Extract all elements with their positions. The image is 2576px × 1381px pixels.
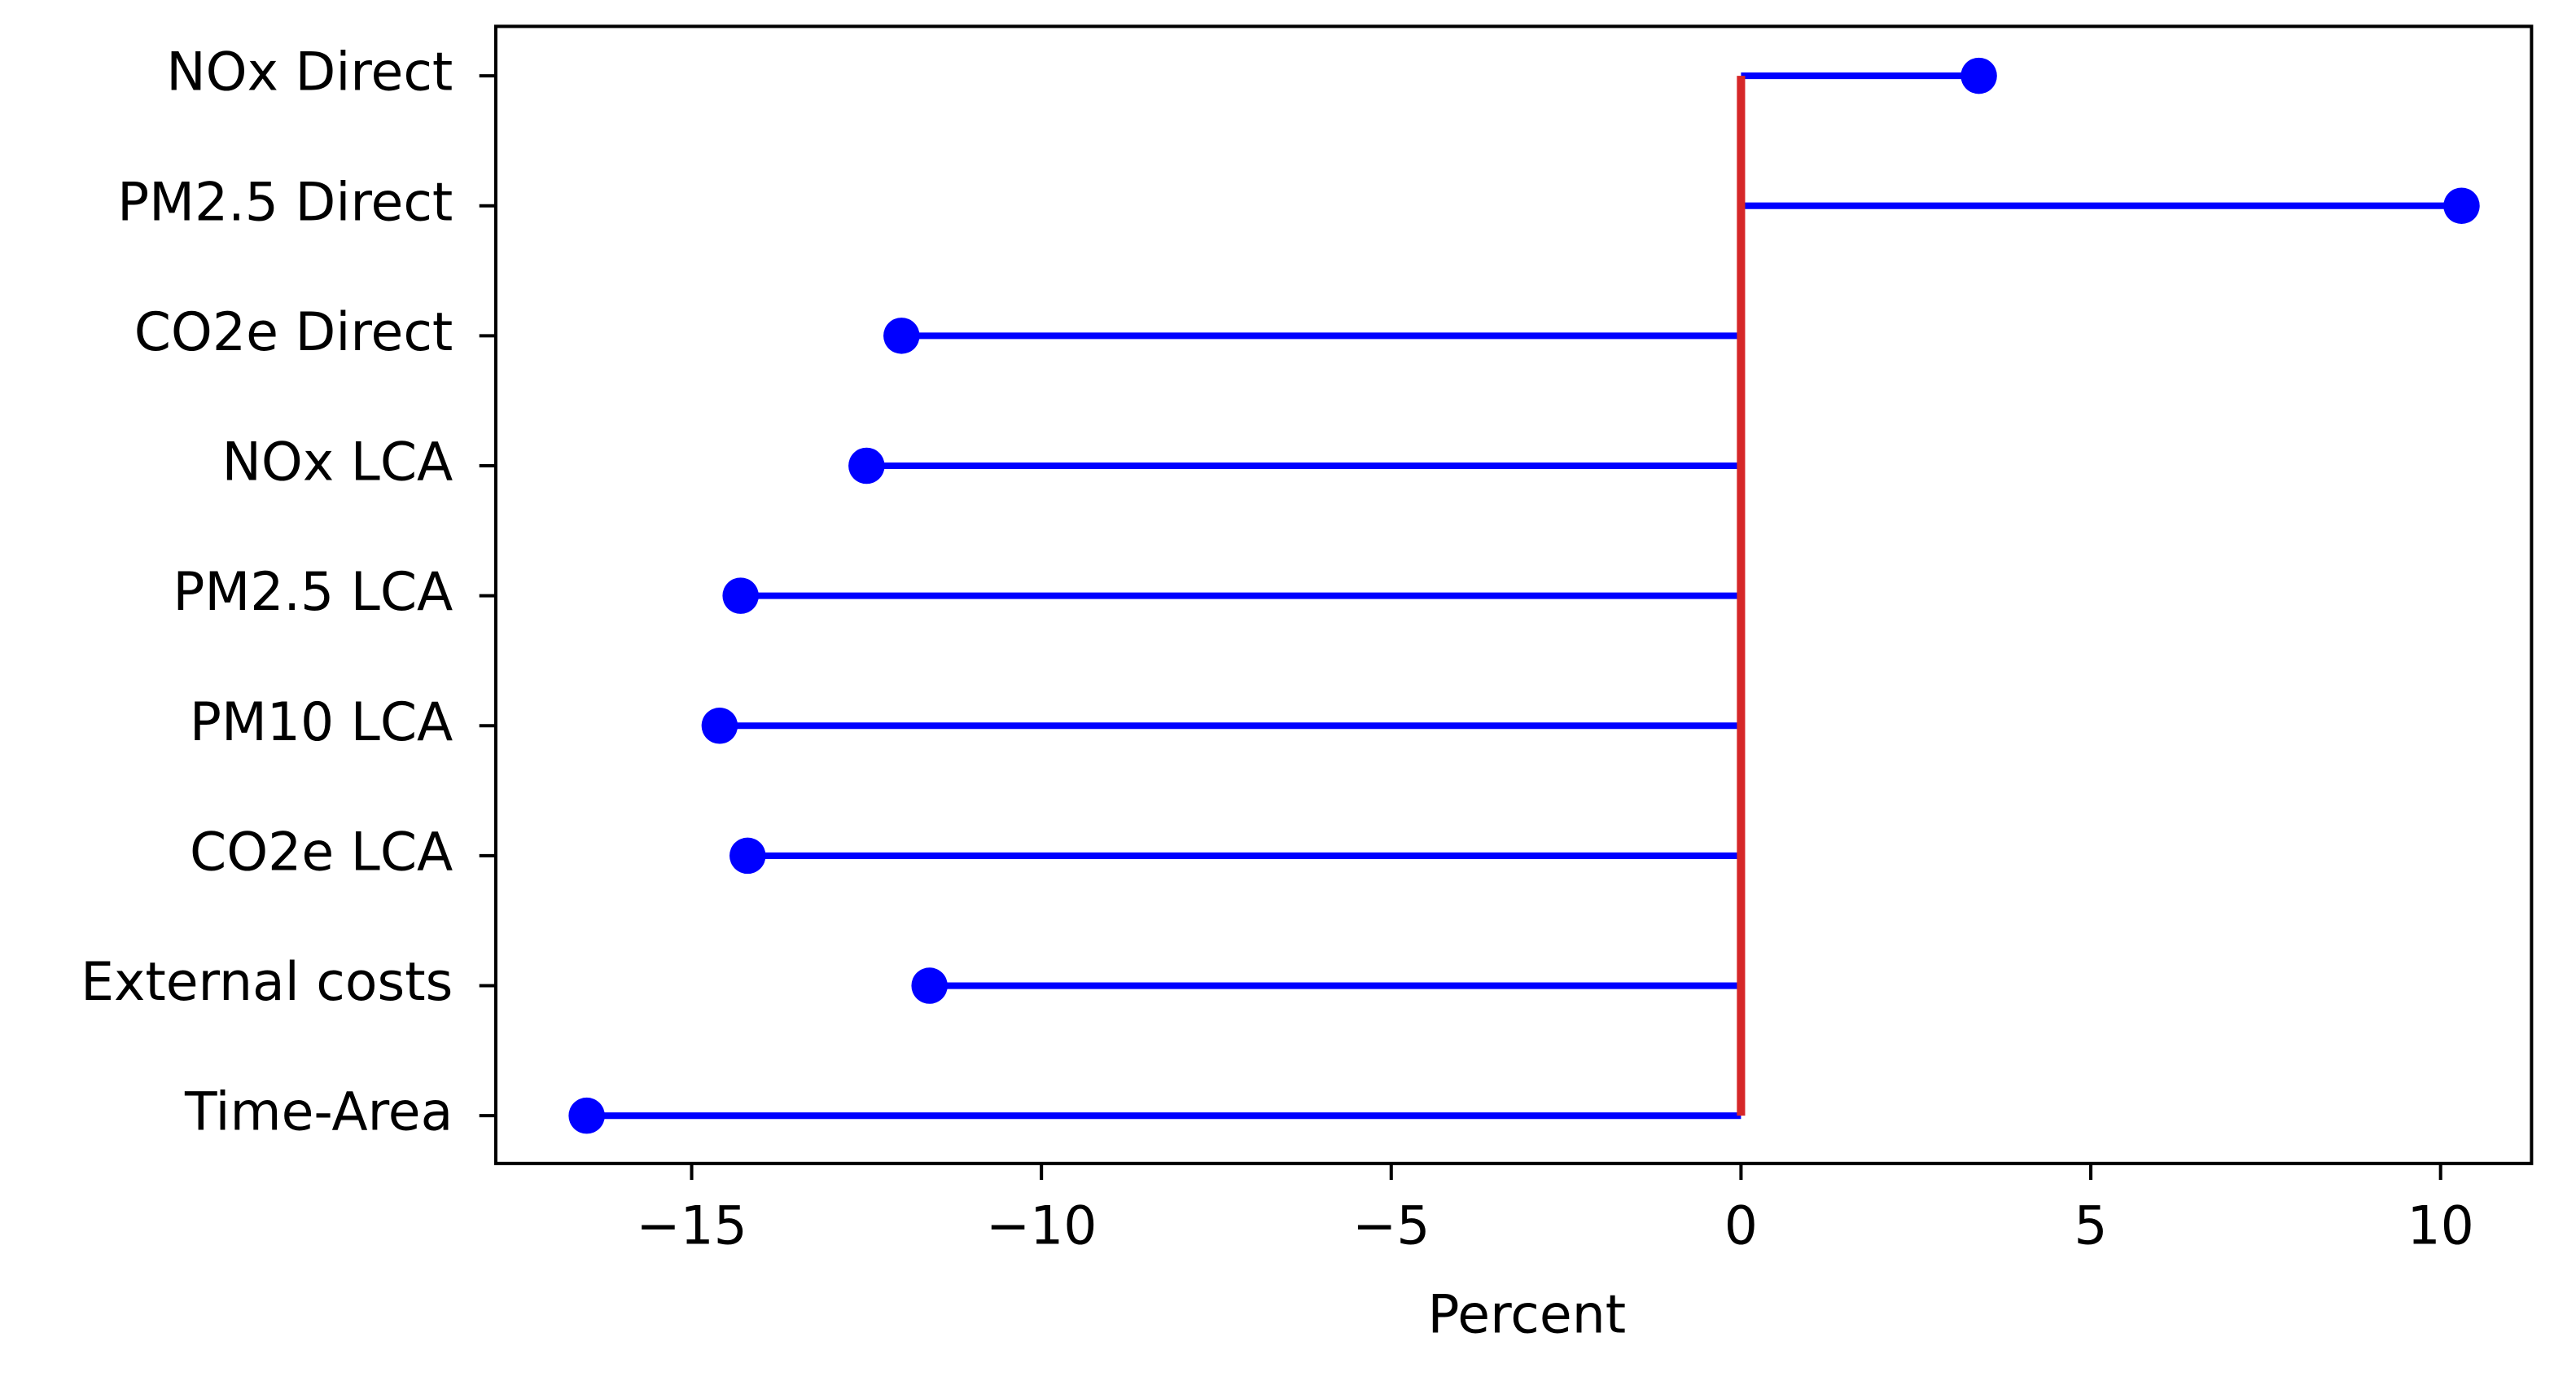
x-tick-label: −10 <box>986 1195 1097 1256</box>
y-tick-label: NOx LCA <box>221 432 453 493</box>
dot <box>722 577 759 614</box>
y-tick-label: NOx Direct <box>166 42 453 103</box>
y-tick-label: PM2.5 LCA <box>173 562 453 623</box>
y-tick-label: CO2e LCA <box>190 822 453 883</box>
dot <box>701 707 738 744</box>
y-tick-label: External costs <box>81 952 453 1013</box>
plot-frame <box>493 24 2534 1165</box>
dot <box>911 967 948 1004</box>
y-tick-label: PM2.5 Direct <box>117 172 453 233</box>
y-tick-label: PM10 LCA <box>190 692 453 753</box>
dot <box>848 447 885 484</box>
x-tick-label: −15 <box>636 1195 747 1256</box>
dot <box>883 318 920 354</box>
x-tick-label: 10 <box>2407 1195 2473 1256</box>
y-tick-label: Time-Area <box>184 1082 453 1143</box>
dot <box>1960 57 1997 94</box>
x-tick-label: −5 <box>1352 1195 1430 1256</box>
x-tick-label: 5 <box>2074 1195 2107 1256</box>
dot <box>2443 187 2480 224</box>
y-tick-label: CO2e Direct <box>134 302 453 363</box>
dot <box>568 1097 605 1134</box>
x-tick-label: 0 <box>1724 1195 1758 1256</box>
x-axis-label: Percent <box>1428 1285 1627 1346</box>
dot <box>729 837 766 875</box>
